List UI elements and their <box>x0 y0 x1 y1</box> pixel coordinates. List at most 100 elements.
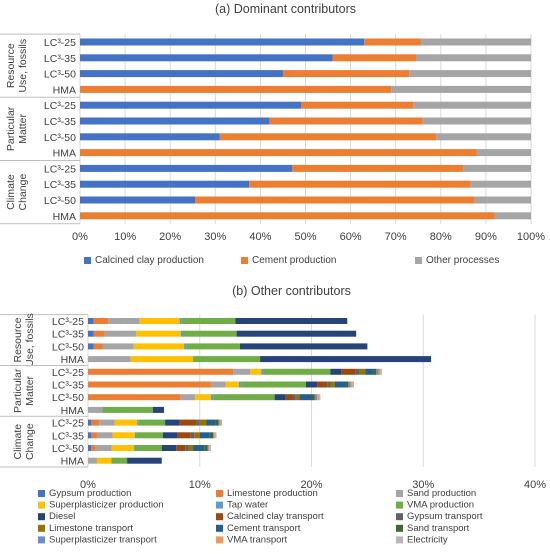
bar-segment <box>330 368 342 375</box>
bar-segment <box>80 70 283 78</box>
bar-segment <box>225 381 239 388</box>
group-label: Resource Use, fossils <box>12 313 36 367</box>
y-category-label: LC³-35 <box>44 116 76 128</box>
legend-swatch <box>38 513 45 521</box>
bar-segment <box>261 368 264 375</box>
bar-segment <box>134 445 162 451</box>
bar-segment <box>190 432 195 439</box>
bar-segment <box>238 381 242 388</box>
bar-segment <box>91 445 96 451</box>
bar-segment <box>249 180 471 188</box>
bar-segment <box>476 149 531 157</box>
bar-segment <box>80 180 250 188</box>
legend-label: Gypsum transport <box>407 511 483 522</box>
bar-segment <box>413 101 531 109</box>
legend-label: Superplasticizer production <box>49 500 164 511</box>
bar-segment <box>96 432 113 439</box>
bar-segment <box>188 445 194 451</box>
bar-segment <box>269 117 423 125</box>
bar-segment <box>372 368 377 375</box>
x-tick-label: 30% <box>204 231 226 243</box>
bar-segment <box>350 381 353 388</box>
y-category-label: HMA <box>53 211 76 223</box>
bar-segment <box>138 419 166 426</box>
bar-segment <box>305 381 318 388</box>
bar-segment <box>319 394 321 401</box>
x-tick-label: 50% <box>294 231 316 243</box>
bar-segment <box>250 368 262 375</box>
bar-segment <box>88 432 92 439</box>
legend-swatch <box>396 501 403 509</box>
bar-segment <box>422 117 531 125</box>
bar-segment <box>136 432 163 439</box>
group-label-line: Use, fossils <box>17 39 29 93</box>
bar-segment <box>180 394 196 401</box>
bar-segment <box>88 445 92 451</box>
bar-segment <box>355 368 360 375</box>
bar-segment <box>93 343 103 350</box>
y-category-label: HMA <box>61 456 84 468</box>
bar-segment <box>314 394 318 401</box>
bar-segment <box>127 457 162 464</box>
bar-segment <box>108 318 140 324</box>
bar-segment <box>470 180 531 188</box>
bar-segment <box>80 101 301 109</box>
bar-segment <box>241 381 306 388</box>
bar-segment <box>88 356 131 363</box>
bar-segment <box>185 445 189 451</box>
legend-swatch <box>216 524 223 532</box>
legend-label: Calcined clay production <box>95 255 204 266</box>
bar-segment <box>364 38 421 46</box>
bar-segment <box>282 70 410 78</box>
chart-1: (b) Other contributors 0% 10% 20% 30% 40% LC³-… <box>0 284 546 545</box>
y-category-label: LC³-35 <box>52 380 84 392</box>
bar-segment <box>236 330 357 337</box>
bar-segment <box>285 394 293 401</box>
bar-segment <box>291 164 464 172</box>
bar-segment <box>152 406 164 413</box>
legend-swatch <box>84 257 91 264</box>
legend-swatch <box>216 490 223 497</box>
bar-segment <box>341 368 356 375</box>
bar-segment <box>218 419 220 426</box>
group-label-line: Matter <box>17 114 29 144</box>
y-category-label: LC³-35 <box>52 430 84 442</box>
bar-segment <box>334 381 346 388</box>
bar-segment <box>177 432 191 439</box>
legend-swatch <box>415 257 422 264</box>
bar-segment <box>317 381 328 388</box>
bar-segment <box>210 394 214 401</box>
legend-label: Electricity <box>407 534 448 545</box>
legend-label: Sand production <box>407 488 476 499</box>
bar-segment <box>207 445 209 451</box>
x-tick-label: 90% <box>475 231 497 243</box>
bar-segment <box>199 432 210 439</box>
bar-segment <box>210 381 226 388</box>
legend-label: Tap water <box>227 500 268 511</box>
group-label-line: Matter <box>24 375 36 405</box>
legend-label: VMA production <box>407 500 474 511</box>
bar-segment <box>292 394 296 401</box>
bar-segment <box>352 381 354 388</box>
bar-segment <box>80 85 392 93</box>
legend-label: Calcined clay transport <box>227 511 324 522</box>
bar-segment <box>96 457 112 464</box>
group-label-line: Resource <box>5 43 17 88</box>
x-tick-label: 70% <box>385 231 407 243</box>
legend-label: Other processes <box>426 255 499 266</box>
x-tick-label: 100% <box>517 231 545 243</box>
bar-segment <box>80 117 270 125</box>
bar-segment <box>215 419 219 426</box>
bar-segment <box>181 318 236 324</box>
chart-title: (a) Dominant contributors <box>215 2 356 16</box>
bar-segment <box>80 196 196 204</box>
bar-segment <box>300 101 414 109</box>
legend-label: Diesel <box>49 511 75 522</box>
bar-segment <box>102 343 134 350</box>
legend-label: Cement production <box>252 255 337 266</box>
bar-segment <box>260 356 432 363</box>
bar-segment <box>199 419 207 426</box>
x-tick-label: 40% <box>524 479 546 491</box>
bar-segment <box>162 432 178 439</box>
y-category-label: LC³-35 <box>44 53 76 65</box>
